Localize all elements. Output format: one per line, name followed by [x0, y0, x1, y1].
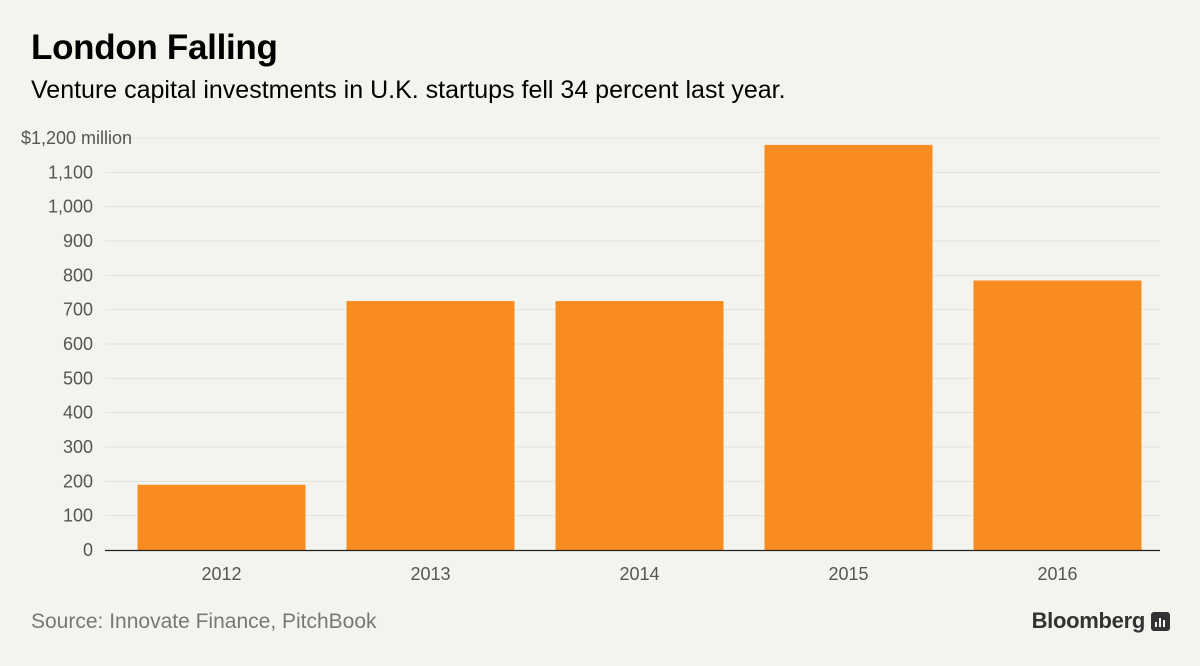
bar-2012: [137, 484, 306, 550]
y-tick-label: $1,200 million: [21, 128, 132, 148]
x-tick-label: 2016: [1037, 564, 1077, 584]
bloomberg-terminal-icon: [1151, 611, 1170, 631]
brand-name: Bloomberg: [1031, 608, 1146, 633]
y-tick-label: 400: [63, 403, 93, 423]
bar-2016: [973, 280, 1142, 550]
y-tick-label: 200: [63, 471, 93, 491]
y-tick-label: 500: [63, 368, 93, 388]
bars: [137, 144, 1142, 550]
y-tick-label: 600: [63, 334, 93, 354]
y-tick-label: 700: [63, 300, 93, 320]
source-note: Source: Innovate Finance, PitchBook: [31, 610, 377, 633]
y-axis: 0 100 200 300 400 500 600 700 800 900 1,000 1,100 $1…: [21, 128, 132, 560]
y-tick-label: 1,100: [48, 162, 93, 182]
y-tick-label: 100: [63, 506, 93, 526]
bar-2014: [555, 301, 724, 550]
x-axis: 2012 2013 2014 2015 2016: [105, 549, 1160, 584]
y-tick-label: 0: [83, 540, 93, 560]
x-tick-label: 2013: [410, 564, 450, 584]
x-tick-label: 2014: [619, 564, 659, 584]
y-tick-label: 900: [63, 231, 93, 251]
x-tick-label: 2015: [828, 564, 868, 584]
bar-2015: [764, 144, 933, 550]
x-tick-label: 2012: [201, 564, 241, 584]
bar-2013: [346, 301, 515, 550]
y-tick-label: 1,000: [48, 197, 93, 217]
chart-title: London Falling: [31, 28, 278, 67]
y-tick-label: 300: [63, 437, 93, 457]
brand-logo: Bloomberg: [1032, 608, 1170, 634]
chart-subtitle: Venture capital investments in U.K. star…: [31, 76, 786, 104]
y-tick-label: 800: [63, 265, 93, 285]
